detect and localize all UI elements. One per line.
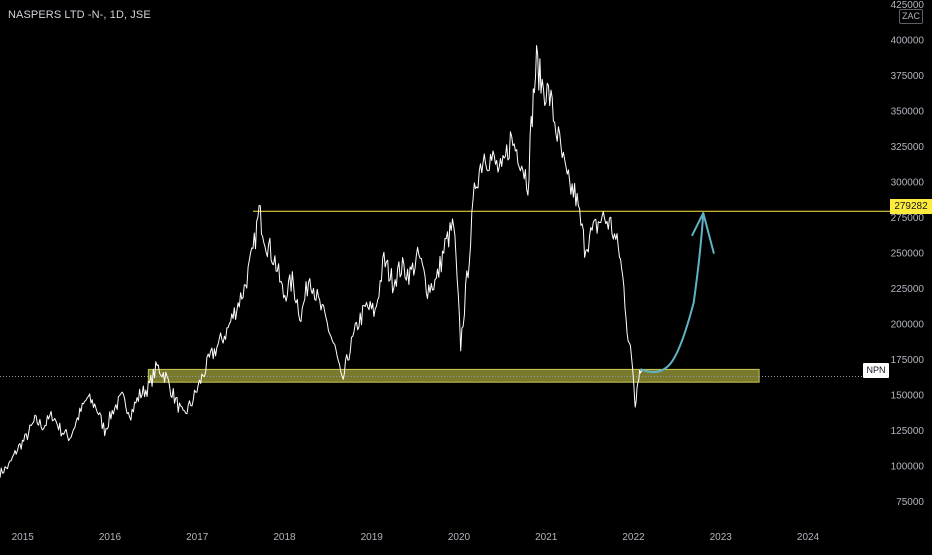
projection-curve	[640, 212, 705, 374]
y-tick-label: 425000	[891, 0, 925, 11]
x-tick-label: 2017	[186, 532, 209, 543]
x-tick-label: 2024	[797, 532, 820, 543]
y-tick-label: 275000	[891, 213, 925, 224]
y-tick-label: 400000	[891, 35, 925, 46]
x-tick-label: 2022	[622, 532, 645, 543]
y-tick-label: 125000	[891, 426, 925, 437]
x-tick-label: 2018	[273, 532, 296, 543]
y-tick-label: 300000	[891, 177, 925, 188]
x-tick-label: 2020	[448, 532, 471, 543]
chart-title: NASPERS LTD -N-, 1D, JSE	[8, 9, 151, 21]
y-tick-label: 250000	[891, 248, 925, 259]
y-tick-label: 100000	[891, 462, 925, 473]
ticker-price-label: NPN	[863, 363, 889, 378]
price-series-line	[0, 45, 643, 478]
support-zone	[147, 368, 760, 383]
x-tick-label: 2015	[12, 532, 35, 543]
y-tick-label: 200000	[891, 319, 925, 330]
y-tick-label: 375000	[891, 71, 925, 82]
resistance-price-label: 279282	[890, 199, 932, 214]
y-tick-label: 150000	[891, 390, 925, 401]
y-tick-label: 225000	[891, 284, 925, 295]
projection-arrowhead	[691, 212, 715, 254]
x-tick-label: 2021	[535, 532, 558, 543]
x-tick-label: 2019	[361, 532, 384, 543]
currency-label[interactable]: ZAC	[899, 9, 923, 24]
y-tick-label: 350000	[891, 106, 925, 117]
y-tick-label: 75000	[896, 497, 924, 508]
y-tick-label: 175000	[891, 355, 925, 366]
x-tick-label: 2023	[710, 532, 733, 543]
y-tick-label: 325000	[891, 142, 925, 153]
x-tick-label: 2016	[99, 532, 122, 543]
